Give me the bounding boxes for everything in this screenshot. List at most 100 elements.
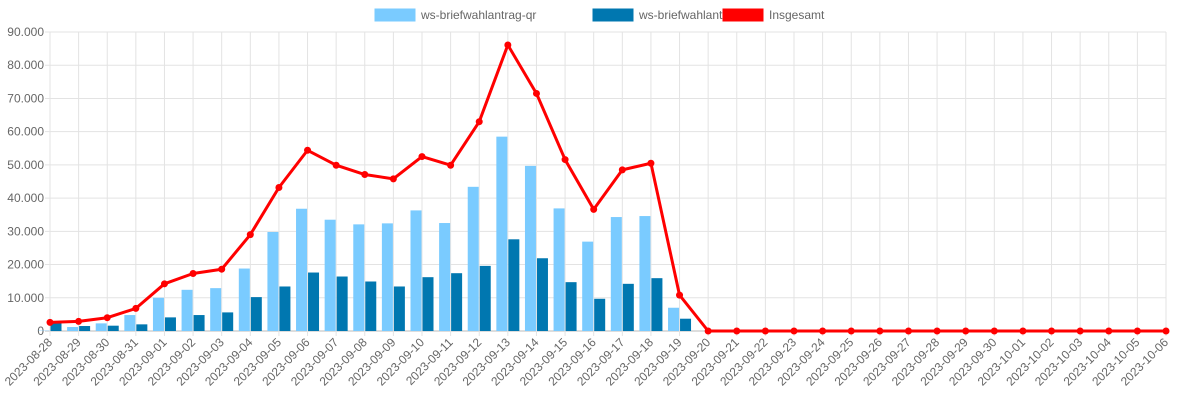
bar-ws-briefwahlantrag-qr — [238, 268, 250, 331]
bar-ws-briefwahlantrag-qr — [67, 327, 79, 331]
point-insgesamt — [1105, 327, 1113, 335]
bar-ws-briefwahlantrag-qr — [296, 208, 308, 331]
point-insgesamt — [189, 270, 197, 278]
point-insgesamt — [1076, 327, 1084, 335]
point-insgesamt — [790, 327, 798, 335]
y-tick-label: 20.000 — [7, 258, 44, 272]
y-tick-label: 60.000 — [7, 125, 44, 139]
bar-ws-briefwahlantrag-qr — [610, 217, 622, 331]
point-insgesamt — [103, 314, 111, 322]
legend-label: ws-briefwahlantrag — [638, 8, 740, 22]
y-tick-label: 40.000 — [7, 191, 44, 205]
bar-ws-briefwahlantrag-qr — [353, 224, 365, 331]
point-insgesamt — [218, 265, 226, 273]
point-insgesamt — [304, 146, 312, 154]
point-insgesamt — [1162, 327, 1170, 335]
point-insgesamt — [447, 161, 455, 169]
bar-ws-briefwahlantrag-qr — [668, 307, 680, 331]
point-insgesamt — [1048, 327, 1056, 335]
point-insgesamt — [990, 327, 998, 335]
point-insgesamt — [160, 280, 168, 288]
y-tick-label: 30.000 — [7, 224, 44, 238]
bar-ws-briefwahlantrag — [336, 276, 348, 331]
y-tick-label: 10.000 — [7, 291, 44, 305]
point-insgesamt — [418, 153, 426, 161]
bar-ws-briefwahlantrag — [422, 277, 434, 331]
point-insgesamt — [532, 89, 540, 97]
point-insgesamt — [1133, 327, 1141, 335]
point-insgesamt — [389, 175, 397, 183]
bar-ws-briefwahlantrag — [193, 315, 205, 331]
legend-swatch-0 — [374, 8, 416, 22]
point-insgesamt — [704, 327, 712, 335]
point-insgesamt — [647, 159, 655, 167]
point-insgesamt — [618, 166, 626, 174]
bar-ws-briefwahlantrag-qr — [524, 165, 536, 331]
bar-ws-briefwahlantrag — [308, 272, 320, 331]
bar-ws-briefwahlantrag-qr — [496, 136, 508, 331]
bar-ws-briefwahlantrag — [164, 317, 176, 331]
point-insgesamt — [46, 318, 54, 326]
point-insgesamt — [504, 41, 512, 49]
bar-ws-briefwahlantrag — [79, 326, 91, 331]
y-tick-label: 80.000 — [7, 58, 44, 72]
bar-ws-briefwahlantrag — [565, 282, 577, 331]
bar-ws-briefwahlantrag — [107, 325, 119, 331]
point-insgesamt — [475, 118, 483, 126]
bar-ws-briefwahlantrag-qr — [439, 223, 451, 331]
point-insgesamt — [733, 327, 741, 335]
point-insgesamt — [1019, 327, 1027, 335]
point-insgesamt — [246, 231, 254, 239]
bar-ws-briefwahlantrag — [50, 322, 62, 331]
point-insgesamt — [933, 327, 941, 335]
bar-ws-briefwahlantrag-qr — [181, 289, 193, 331]
bar-ws-briefwahlantrag — [279, 286, 291, 331]
bar-ws-briefwahlantrag — [250, 297, 262, 331]
bar-ws-briefwahlantrag-qr — [582, 241, 594, 331]
bar-ws-briefwahlantrag-qr — [95, 323, 107, 331]
legend-label: ws-briefwahlantrag-qr — [420, 8, 536, 22]
point-insgesamt — [876, 327, 884, 335]
point-insgesamt — [75, 317, 83, 325]
bar-ws-briefwahlantrag — [680, 318, 692, 331]
bar-ws-briefwahlantrag — [365, 281, 377, 331]
bar-ws-briefwahlantrag-qr — [467, 186, 479, 331]
bar-ws-briefwahlantrag-qr — [210, 288, 222, 331]
bar-ws-briefwahlantrag-qr — [381, 223, 393, 331]
bar-ws-briefwahlantrag-qr — [324, 219, 336, 331]
bar-ws-briefwahlantrag — [651, 278, 663, 331]
bar-ws-briefwahlantrag — [508, 239, 520, 331]
legend-swatch-2 — [722, 8, 764, 22]
point-insgesamt — [819, 327, 827, 335]
bar-ws-briefwahlantrag — [622, 283, 634, 331]
point-insgesamt — [676, 291, 684, 299]
bar-ws-briefwahlantrag — [222, 312, 234, 331]
point-insgesamt — [361, 171, 369, 179]
legend-swatch-1 — [592, 8, 634, 22]
bar-ws-briefwahlantrag — [136, 324, 148, 331]
bar-ws-briefwahlantrag-qr — [124, 315, 136, 331]
legend-label: Insgesamt — [769, 8, 825, 22]
bar-ws-briefwahlantrag-qr — [410, 210, 422, 331]
bar-ws-briefwahlantrag-qr — [639, 216, 651, 331]
point-insgesamt — [561, 156, 569, 164]
y-tick-label: 50.000 — [7, 158, 44, 172]
line-insgesamt — [49, 43, 1166, 333]
bar-ws-briefwahlantrag — [479, 265, 491, 331]
bar-ws-briefwahlantrag — [451, 273, 463, 331]
bar-ws-briefwahlantrag — [393, 286, 405, 331]
point-insgesamt — [904, 327, 912, 335]
point-insgesamt — [275, 183, 283, 191]
bar-ws-briefwahlantrag-qr — [267, 231, 279, 331]
point-insgesamt — [761, 327, 769, 335]
point-insgesamt — [962, 327, 970, 335]
point-insgesamt — [590, 205, 598, 213]
y-tick-label: 70.000 — [7, 91, 44, 105]
bar-ws-briefwahlantrag — [536, 258, 548, 331]
point-insgesamt — [132, 304, 140, 312]
bar-ws-briefwahlantrag-qr — [152, 297, 164, 331]
bar-ws-briefwahlantrag-qr — [553, 208, 565, 331]
y-tick-label: 90.000 — [7, 25, 44, 39]
